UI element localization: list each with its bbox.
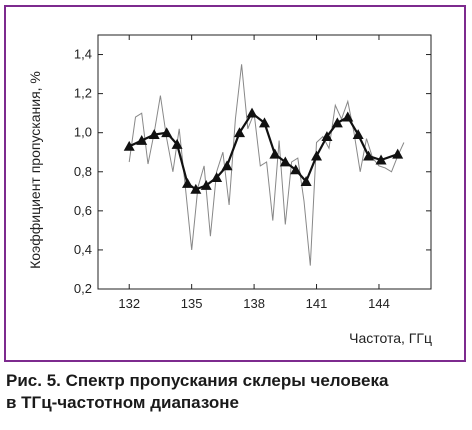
chart: 0,2 0,4 0,6 0,8 1,0 1,2 1,4 132 135 138 141 144 Коэ… <box>27 34 432 346</box>
triangle-marker <box>342 111 354 122</box>
triangle-marker <box>331 117 343 128</box>
triangle-marker <box>190 183 202 194</box>
y-tick-label: 1,0 <box>74 125 92 140</box>
triangle-marker <box>234 127 246 138</box>
x-tick-label: 138 <box>243 296 265 311</box>
triangle-marker <box>269 148 281 159</box>
triangle-marker <box>200 179 212 190</box>
y-tick-label: 1,4 <box>74 47 92 62</box>
triangle-marker <box>321 131 333 141</box>
triangle-marker <box>136 135 148 145</box>
triangle-marker <box>211 172 223 183</box>
caption-line-2: в ТГц-частотном диапазоне <box>6 393 239 412</box>
triangle-marker <box>246 107 258 118</box>
figure-frame <box>4 5 466 362</box>
triangle-marker <box>375 154 387 165</box>
y-axis-title: Коэффициент пропускания, % <box>27 71 43 269</box>
x-tick-label: 144 <box>368 296 390 311</box>
y-tick-label: 0,2 <box>74 281 92 296</box>
y-tick-label: 1,2 <box>74 86 92 101</box>
triangle-marker <box>279 156 291 167</box>
figure-caption: Рис. 5. Спектр пропускания склеры челове… <box>6 370 466 414</box>
plot-area: 0,2 0,4 0,6 0,8 1,0 1,2 1,4 132 135 138 141 144 <box>74 34 432 311</box>
triangle-marker <box>171 138 183 149</box>
triangle-marker <box>181 177 193 188</box>
triangle-marker <box>221 160 233 171</box>
x-axis-title: Частота, ГГц <box>349 330 432 346</box>
caption-line-1: Рис. 5. Спектр пропускания склеры челове… <box>6 371 389 390</box>
triangle-marker <box>392 148 404 159</box>
x-tick-label: 135 <box>181 296 203 311</box>
x-tick-label: 132 <box>118 296 140 311</box>
triangle-marker <box>352 129 364 140</box>
y-tick-label: 0,6 <box>74 203 92 218</box>
y-tick-label: 0,4 <box>74 242 92 257</box>
series-line-raw <box>128 64 405 266</box>
triangle-marker <box>123 140 135 151</box>
x-tick-label: 141 <box>306 296 328 311</box>
triangle-marker <box>259 117 270 128</box>
plot-frame <box>97 34 432 290</box>
triangle-marker <box>363 150 375 161</box>
triangle-marker <box>148 129 160 140</box>
y-tick-label: 0,8 <box>74 164 92 179</box>
triangle-marker <box>161 127 173 138</box>
triangle-marker <box>311 150 323 161</box>
triangle-marker <box>290 164 302 175</box>
triangle-marker <box>300 176 312 186</box>
